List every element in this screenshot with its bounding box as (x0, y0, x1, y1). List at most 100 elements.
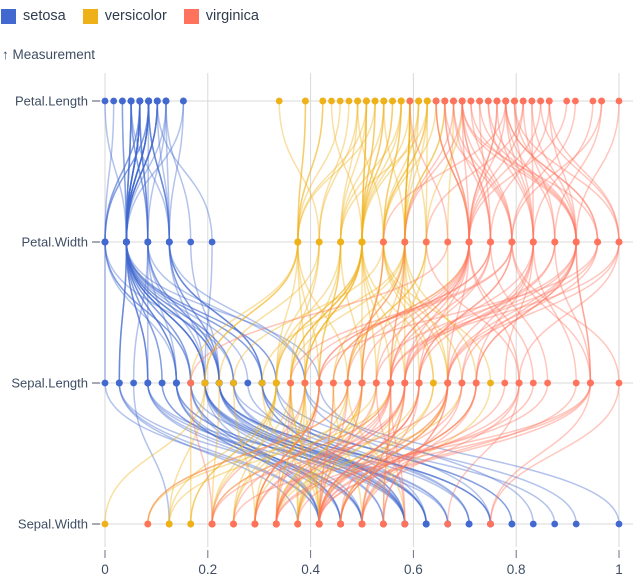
flower-dot (330, 379, 337, 387)
flower-line (125, 100, 406, 525)
flower-dot (208, 520, 216, 528)
x-tick-label: 0.2 (198, 562, 217, 577)
flower-dot (372, 379, 380, 387)
flower-line (125, 100, 342, 525)
flower-line (104, 100, 556, 525)
flower-line (318, 100, 470, 525)
flower-line (232, 100, 324, 525)
flower-dot (572, 97, 579, 105)
flower-line (232, 100, 507, 525)
legend-item-versicolor: versicolor (82, 8, 167, 24)
flower-line (275, 100, 551, 525)
flower-line (125, 100, 427, 525)
flower-line (211, 100, 524, 525)
flower-dot (589, 97, 597, 105)
versicolor-swatch-icon (82, 8, 98, 24)
flower-line (318, 100, 470, 525)
flower-line (125, 100, 385, 525)
flower-line (125, 100, 320, 525)
flower-dot (363, 97, 370, 105)
x-gridlines (104, 73, 620, 547)
flower-line (125, 100, 406, 525)
y-axis-title: ↑ Measurement (2, 47, 96, 62)
flower-dot (294, 238, 302, 246)
flower-line (254, 100, 470, 525)
virginica-swatch-icon (183, 8, 199, 24)
flower-dot (487, 238, 494, 246)
axis-label: Petal.Length (15, 94, 88, 109)
flower-dot (458, 97, 466, 105)
flower-dot (144, 520, 152, 528)
flower-line (318, 100, 406, 525)
flower-dot (158, 379, 166, 387)
flower-dot (472, 379, 480, 387)
flower-line (232, 100, 368, 525)
flower-line (361, 100, 542, 525)
legend-item-virginica: virginica (183, 8, 259, 24)
flower-line (289, 100, 411, 525)
flower-line (489, 100, 603, 525)
flower-dot (153, 97, 161, 105)
flower-dot (380, 520, 387, 528)
flower-line (318, 100, 535, 525)
flower-line (125, 100, 406, 525)
flower-dot (422, 520, 430, 528)
flower-dot (615, 97, 623, 105)
dimension-axes: Petal.Length Petal.Width Sepal.Length Sepal… (11, 94, 633, 532)
flower-dot (354, 97, 361, 105)
flower-dot (165, 520, 173, 528)
flower-line (211, 100, 359, 525)
flower-line (125, 100, 320, 525)
flower-line (147, 100, 406, 525)
flower-dot (165, 238, 173, 246)
flower-line (147, 100, 620, 525)
flower-dot (230, 379, 237, 387)
flower-line (318, 100, 524, 525)
flower-line (118, 100, 299, 525)
flower-line (318, 100, 592, 525)
flower-dot (493, 97, 501, 105)
flower-dot (145, 97, 153, 105)
flower-line (275, 100, 376, 525)
flower-line (125, 100, 470, 525)
flower-line (289, 100, 376, 525)
flower-line (382, 100, 429, 525)
flower-dot (444, 520, 452, 528)
flower-line (375, 100, 577, 525)
flower-dot (389, 97, 396, 105)
flower-dot (415, 97, 422, 105)
flower-dot (487, 520, 494, 528)
flower-line (147, 100, 368, 525)
flower-dot (529, 520, 537, 528)
flower-line (211, 100, 368, 525)
flower-dot (315, 379, 323, 387)
flower-dot (302, 97, 309, 105)
legend-label-virginica: virginica (205, 8, 259, 24)
flower-line (296, 100, 568, 525)
flower-line (211, 100, 320, 525)
flower-dot (406, 97, 414, 105)
flower-dot (130, 379, 138, 387)
flower-dot (136, 97, 144, 105)
flower-dot (594, 238, 601, 246)
flower-dot (572, 379, 580, 387)
flower-dot (344, 379, 352, 387)
flower-line (318, 100, 594, 525)
flower-dot (144, 379, 152, 387)
flower-dot (358, 520, 366, 528)
flower-line (318, 100, 535, 525)
flower-line (104, 100, 320, 525)
flower-line (125, 100, 342, 525)
flower-dot (127, 97, 135, 105)
flower-line (318, 100, 513, 525)
flower-dot (444, 238, 452, 246)
x-tick-label: 0.8 (507, 562, 526, 577)
flower-line (147, 100, 411, 525)
flower-dot (572, 238, 580, 246)
flower-dot (144, 238, 152, 246)
flower-line (275, 100, 556, 525)
flower-dot (272, 520, 280, 528)
flower-line (125, 100, 406, 525)
flower-dot (337, 238, 344, 246)
flower-line (275, 100, 535, 525)
